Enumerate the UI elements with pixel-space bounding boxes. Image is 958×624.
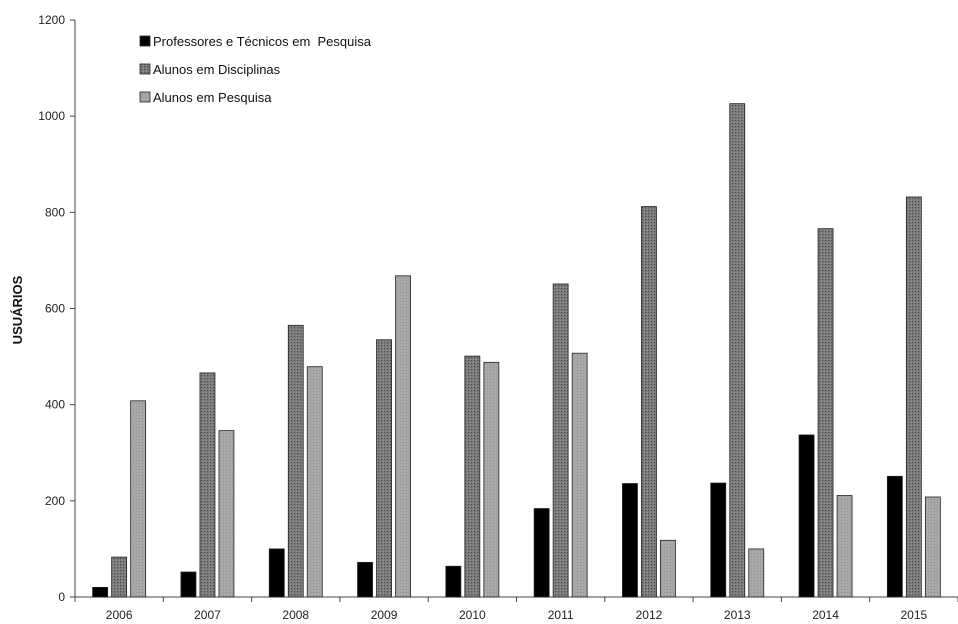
y-tick-label: 1000 <box>38 109 65 123</box>
bar-3-2015 <box>924 496 941 598</box>
y-tick-label: 800 <box>45 205 65 219</box>
x-tick-label: 2010 <box>459 608 486 622</box>
y-tick-label: 0 <box>58 590 65 604</box>
bar-3-2014 <box>836 495 853 598</box>
x-tick-label: 2015 <box>900 608 927 622</box>
x-tick-label: 2009 <box>371 608 398 622</box>
bar-1-2007 <box>180 571 197 598</box>
x-tick-label: 2014 <box>812 608 839 622</box>
bar-3-2009 <box>395 275 411 598</box>
x-tick-label: 2012 <box>636 608 663 622</box>
bar-2-2014 <box>817 228 834 598</box>
bar-2-2013 <box>729 103 746 598</box>
bar-2-2006 <box>111 556 128 598</box>
bar-2-2009 <box>376 339 392 598</box>
bar-3-2006 <box>130 400 147 598</box>
legend-swatch-3 <box>139 91 151 103</box>
bar-1-2008 <box>268 548 285 598</box>
x-tick-label: 2008 <box>282 608 309 622</box>
bar-2-2012 <box>641 206 657 598</box>
bar-2-2007 <box>199 372 216 598</box>
bar-2-2010 <box>464 355 481 598</box>
x-tick-label: 2013 <box>724 608 751 622</box>
bar-1-2009 <box>357 561 373 598</box>
legend-label-2: Alunos em Disciplinas <box>153 62 281 77</box>
y-axis-title: USUÁRIOS <box>10 275 25 344</box>
bar-3-2007 <box>218 430 235 598</box>
bar-1-2006 <box>92 586 109 598</box>
bar-3-2008 <box>306 366 323 598</box>
legend-label-3: Alunos em Pesquisa <box>153 90 272 105</box>
y-tick-label: 400 <box>45 398 65 412</box>
bar-1-2013 <box>710 482 727 598</box>
bar-3-2010 <box>483 361 500 598</box>
bar-3-2011 <box>571 352 588 598</box>
bar-1-2010 <box>445 565 462 598</box>
bar-1-2014 <box>798 434 815 598</box>
bar-1-2011 <box>533 508 550 598</box>
bar-2-2008 <box>287 324 304 598</box>
bar-1-2015 <box>886 475 903 598</box>
bar-1-2012 <box>622 483 638 598</box>
bar-2-2011 <box>552 283 569 598</box>
bar-3-2012 <box>660 539 676 598</box>
y-tick-label: 1200 <box>38 13 65 27</box>
x-tick-label: 2007 <box>194 608 221 622</box>
bar-3-2013 <box>748 548 765 598</box>
y-tick-label: 600 <box>45 302 65 316</box>
bar-2-2015 <box>905 196 922 598</box>
legend-swatch-2 <box>139 63 151 75</box>
x-tick-label: 2006 <box>106 608 133 622</box>
x-tick-label: 2011 <box>548 608 574 622</box>
legend-swatch-1 <box>139 35 151 47</box>
y-tick-label: 200 <box>45 494 65 508</box>
legend-label-1: Professores e Técnicos em Pesquisa <box>153 34 372 49</box>
